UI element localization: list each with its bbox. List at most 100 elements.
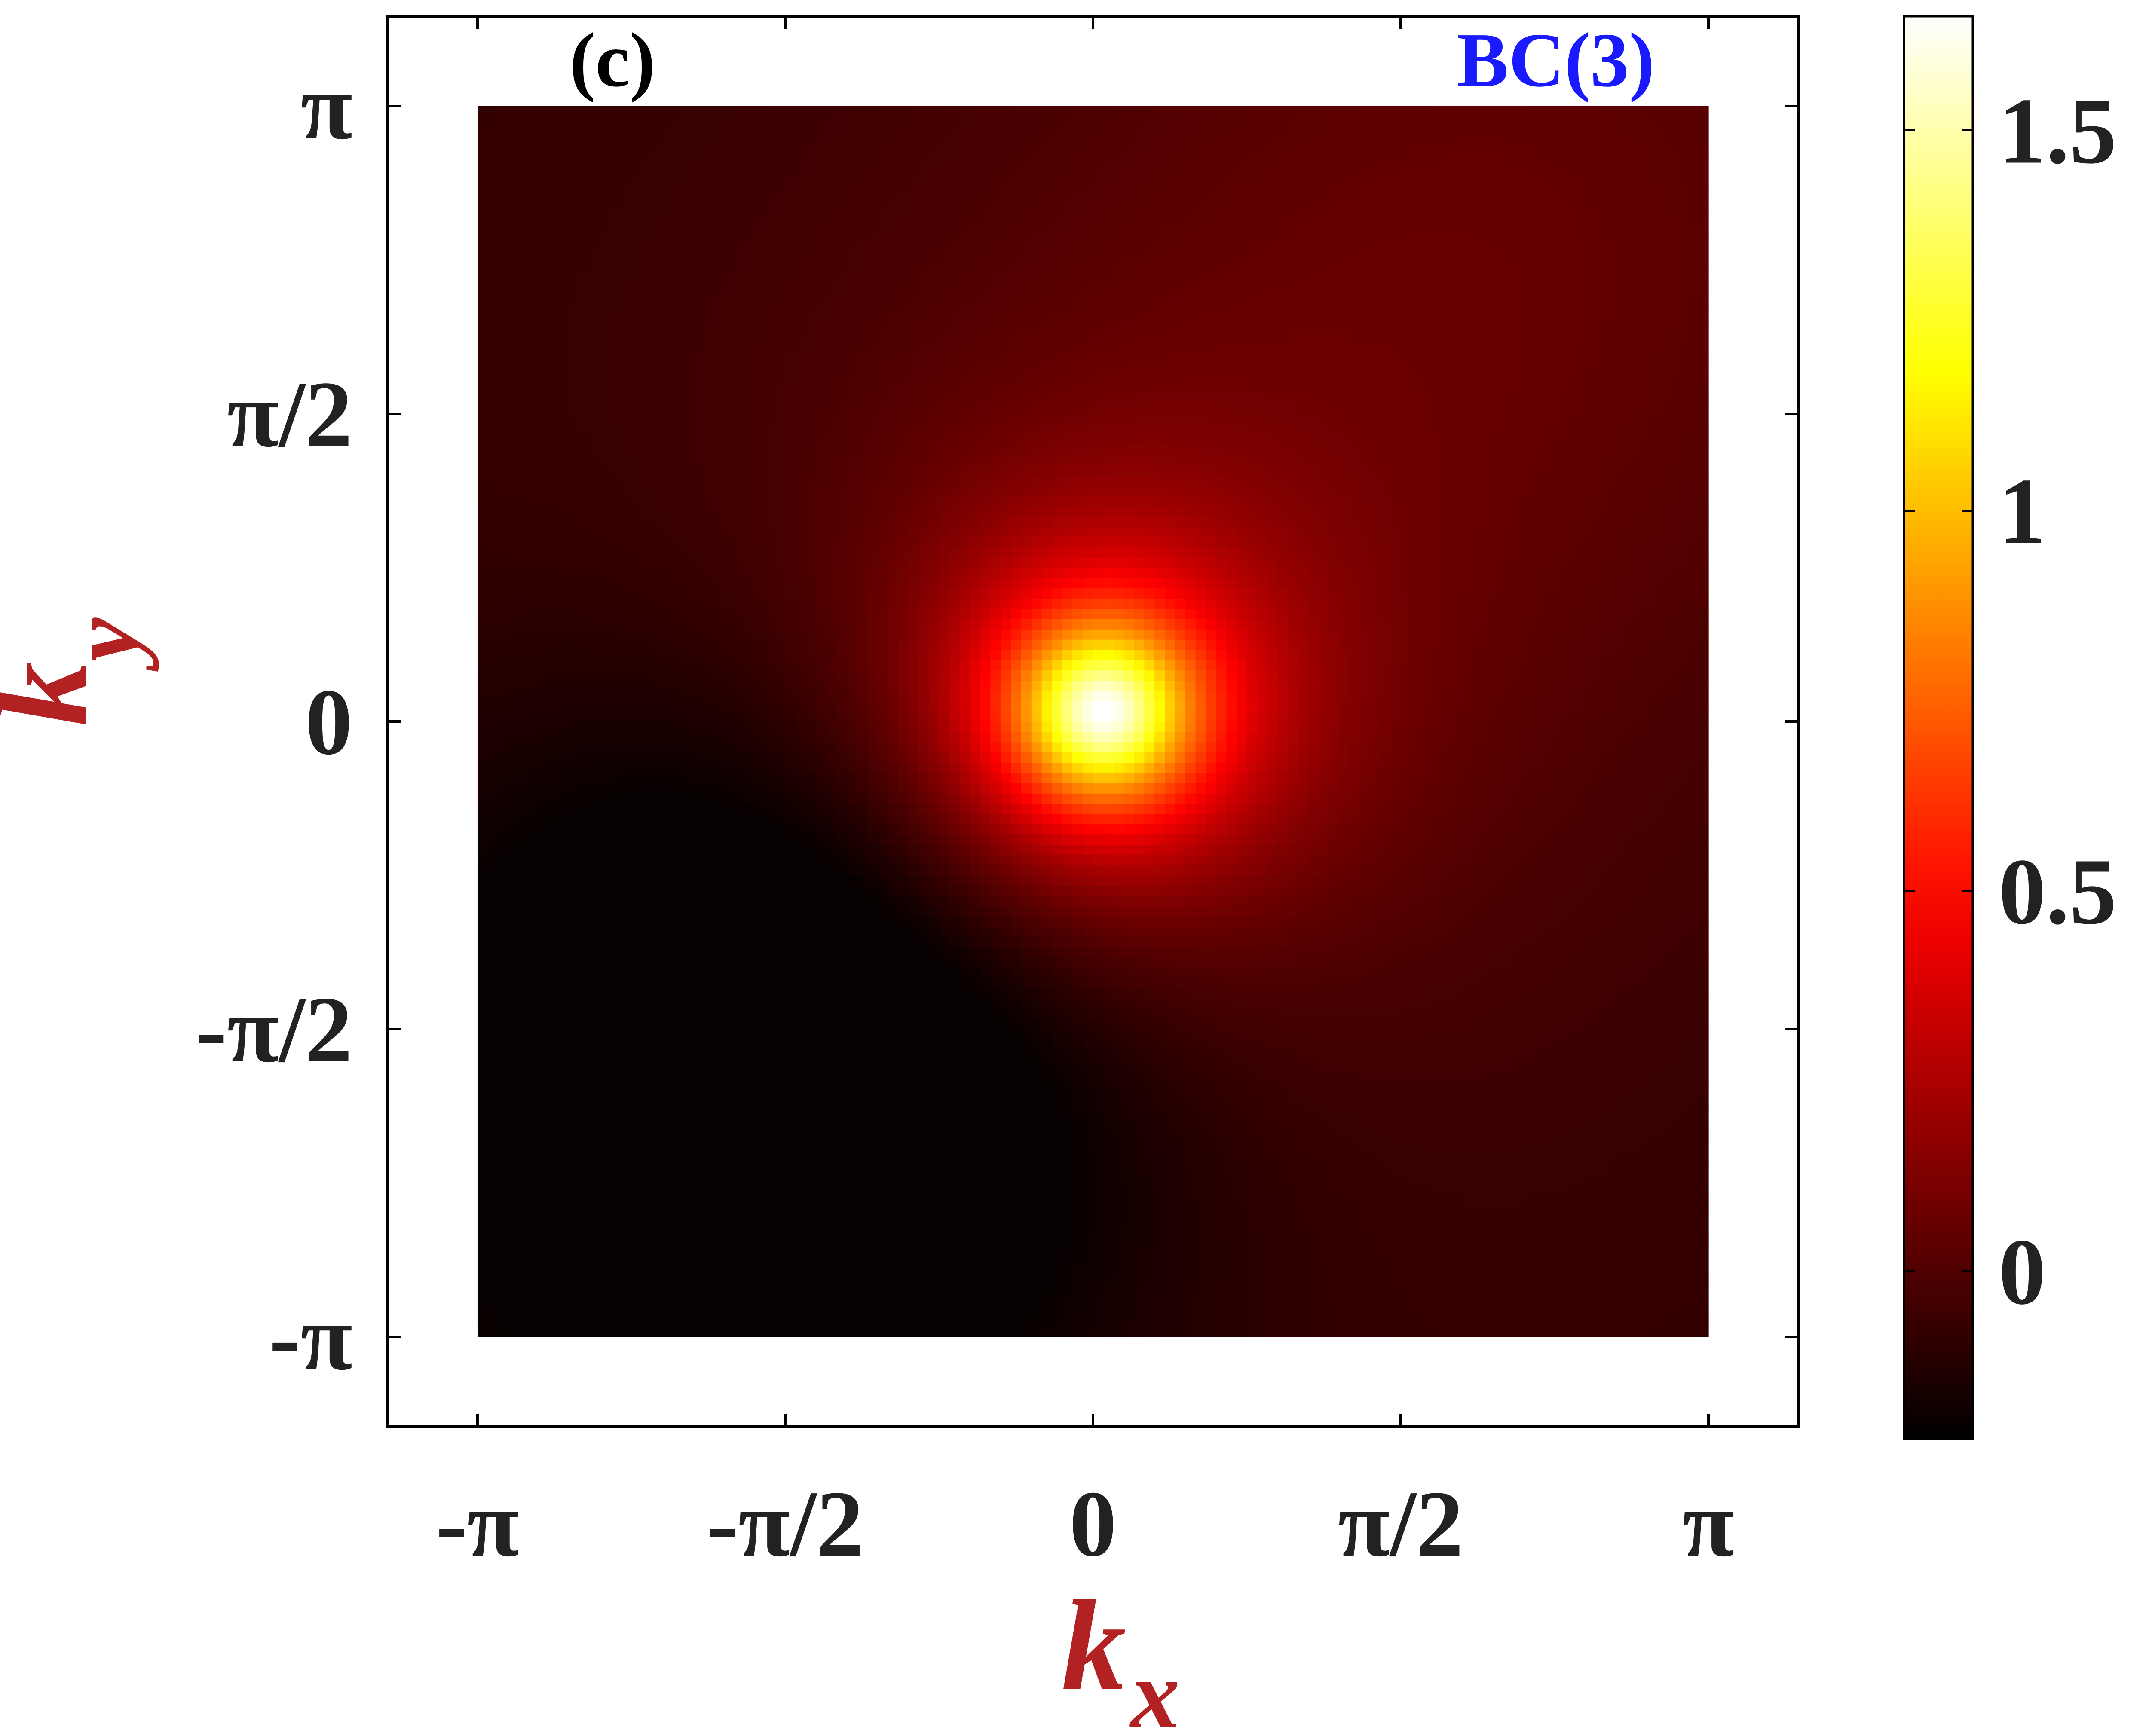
heatmap-cell <box>590 1234 601 1245</box>
heatmap-cell <box>867 506 878 517</box>
heatmap-cell <box>498 916 509 927</box>
heatmap-cell <box>611 1019 621 1030</box>
heatmap-cell <box>765 126 775 138</box>
heatmap-cell <box>672 844 683 855</box>
heatmap-cell <box>631 1091 642 1101</box>
heatmap-cell <box>631 290 642 302</box>
heatmap-cell <box>836 239 847 250</box>
heatmap-cell <box>518 1091 529 1101</box>
heatmap-cell <box>611 1131 621 1143</box>
heatmap-cell <box>600 721 611 732</box>
heatmap-cell <box>785 311 796 322</box>
heatmap-cell <box>826 424 837 435</box>
heatmap-cell <box>857 547 868 558</box>
heatmap-cell <box>600 608 611 619</box>
heatmap-cell <box>847 516 857 527</box>
heatmap-cell <box>549 1255 560 1265</box>
heatmap-cell <box>652 342 663 353</box>
heatmap-cell <box>898 896 909 907</box>
heatmap-cell <box>652 1131 663 1143</box>
heatmap-cell <box>877 219 888 229</box>
heatmap-cell <box>898 1162 909 1173</box>
heatmap-cell <box>713 1173 724 1183</box>
heatmap-cell <box>600 1131 611 1143</box>
heatmap-cell <box>529 680 539 691</box>
heatmap-cell <box>508 1326 519 1337</box>
heatmap-cell <box>795 783 806 794</box>
heatmap-cell <box>641 578 652 589</box>
heatmap-cell <box>703 701 714 712</box>
heatmap-cell <box>836 1183 847 1194</box>
heatmap-cell <box>662 526 673 537</box>
heatmap-cell <box>785 198 796 209</box>
heatmap-cell <box>477 290 488 302</box>
heatmap-cell <box>754 116 765 127</box>
heatmap-cell <box>754 403 765 414</box>
heatmap-cell <box>559 1296 570 1307</box>
heatmap-cell <box>805 1316 817 1327</box>
heatmap-cell <box>652 311 663 322</box>
heatmap-cell <box>877 1060 888 1071</box>
heatmap-cell <box>641 413 652 425</box>
heatmap-cell <box>600 178 611 189</box>
heatmap-cell <box>888 1244 899 1255</box>
heatmap-cell <box>816 486 827 496</box>
heatmap-cell <box>836 168 847 178</box>
heatmap-cell <box>744 1091 755 1101</box>
heatmap-cell <box>877 1326 888 1337</box>
heatmap-cell <box>826 793 837 804</box>
heatmap-cell <box>765 670 775 681</box>
heatmap-cell <box>631 495 642 507</box>
heatmap-cell <box>744 721 755 732</box>
heatmap-cell <box>703 506 714 517</box>
heatmap-cell <box>487 1060 499 1071</box>
heatmap-cell <box>631 998 642 1009</box>
heatmap-cell <box>580 834 591 845</box>
heatmap-cell <box>580 957 591 968</box>
heatmap-cell <box>775 639 786 650</box>
heatmap-cell <box>529 516 539 527</box>
heatmap-cell <box>477 495 488 507</box>
heatmap-cell <box>662 793 673 804</box>
heatmap-cell <box>477 957 488 968</box>
heatmap-cell <box>641 444 652 455</box>
heatmap-cell <box>877 383 888 394</box>
heatmap-cell <box>826 824 837 835</box>
heatmap-cell <box>713 352 724 363</box>
heatmap-cell <box>713 1142 724 1153</box>
heatmap-cell <box>867 486 878 496</box>
heatmap-cell <box>631 834 642 845</box>
heatmap-cell <box>785 434 796 445</box>
heatmap-cell <box>518 947 529 958</box>
heatmap-cell <box>847 280 857 291</box>
heatmap-cell <box>836 1316 847 1327</box>
heatmap-cell <box>539 198 550 209</box>
heatmap-cell <box>775 691 786 701</box>
heatmap-cell <box>539 967 550 978</box>
heatmap-cell <box>754 1244 765 1255</box>
heatmap-cell <box>590 608 601 619</box>
heatmap-cell <box>734 1142 745 1153</box>
heatmap-cell <box>847 680 857 691</box>
heatmap-cell <box>549 465 560 476</box>
heatmap-cell <box>631 1142 642 1153</box>
heatmap-cell <box>795 290 806 302</box>
heatmap-cell <box>672 126 683 138</box>
heatmap-cell <box>498 1265 509 1276</box>
heatmap-cell <box>487 578 499 589</box>
heatmap-cell <box>559 691 570 701</box>
heatmap-cell <box>693 742 704 753</box>
heatmap-cell <box>621 208 632 220</box>
heatmap-cell <box>898 711 909 722</box>
heatmap-cell <box>795 526 806 537</box>
heatmap-cell <box>713 1111 724 1122</box>
heatmap-cell <box>539 875 550 886</box>
heatmap-cell <box>508 352 519 363</box>
heatmap-cell <box>539 660 550 671</box>
heatmap-cell <box>652 290 663 302</box>
heatmap-cell <box>672 834 683 845</box>
heatmap-cell <box>754 1121 765 1132</box>
heatmap-cell <box>877 998 888 1009</box>
heatmap-cell <box>683 342 693 353</box>
heatmap-cell <box>703 557 714 568</box>
